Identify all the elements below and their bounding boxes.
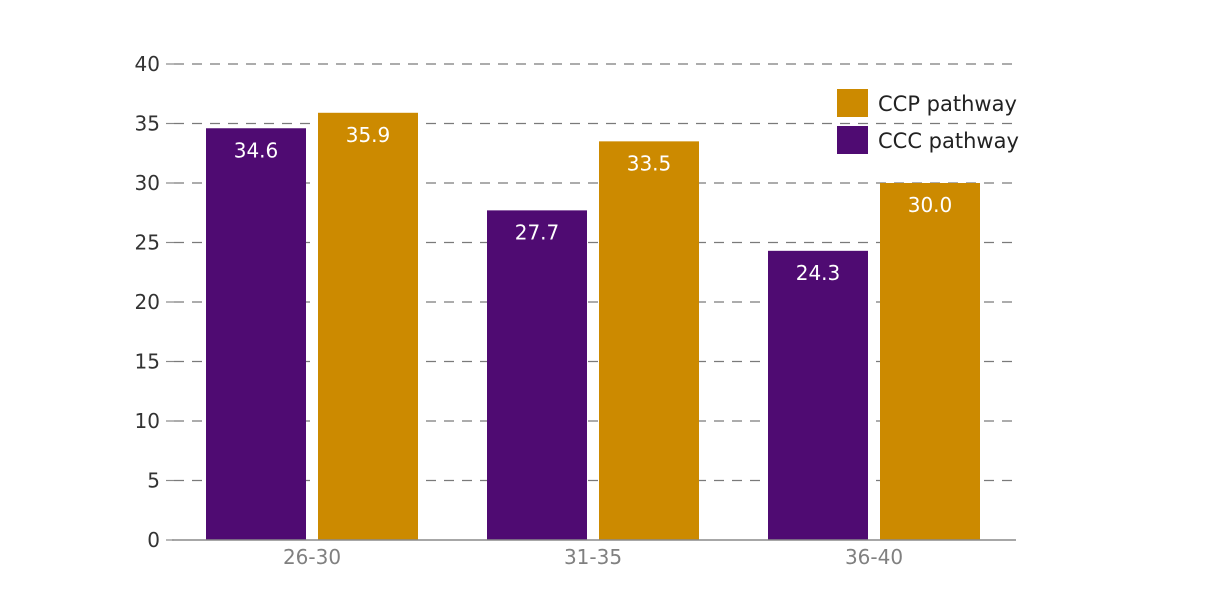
data-label: 30.0 bbox=[908, 193, 953, 217]
y-tick-label: 35 bbox=[135, 112, 160, 136]
gridlines bbox=[174, 63, 1014, 482]
x-axis-categories: 26-30 31-35 36-40 bbox=[283, 545, 903, 569]
y-tick-label: 40 bbox=[135, 52, 160, 76]
y-tick-label: 30 bbox=[135, 171, 160, 195]
data-label: 33.5 bbox=[627, 151, 672, 175]
bar-ccp-31-35 bbox=[599, 141, 699, 540]
y-tick-label: 5 bbox=[147, 469, 160, 493]
bar-ccc-26-30 bbox=[206, 128, 306, 540]
legend-swatch-ccc bbox=[837, 126, 868, 154]
y-tick-label: 15 bbox=[135, 350, 160, 374]
y-axis-ticks: 0 5 10 15 20 25 30 35 40 bbox=[135, 52, 174, 552]
legend: CCP pathway CCC pathway bbox=[837, 89, 1019, 154]
x-category-label: 26-30 bbox=[283, 545, 341, 569]
legend-label-ccc: CCC pathway bbox=[878, 129, 1019, 153]
bar-ccp-26-30 bbox=[318, 112, 418, 540]
data-label: 35.9 bbox=[346, 123, 391, 147]
data-label: 34.6 bbox=[234, 138, 279, 162]
legend-label-ccp: CCP pathway bbox=[878, 92, 1017, 116]
bars bbox=[206, 112, 980, 540]
data-label: 24.3 bbox=[796, 261, 841, 285]
bar-ccc-36-40 bbox=[768, 250, 868, 540]
y-tick-label: 20 bbox=[135, 290, 160, 314]
bar-ccp-36-40 bbox=[880, 183, 980, 540]
y-tick-label: 10 bbox=[135, 409, 160, 433]
y-tick-label: 0 bbox=[147, 528, 160, 552]
data-label: 27.7 bbox=[515, 220, 560, 244]
bar-ccc-31-35 bbox=[487, 210, 587, 540]
x-category-label: 31-35 bbox=[564, 545, 622, 569]
legend-swatch-ccp bbox=[837, 89, 868, 117]
data-labels: 34.6 35.9 27.7 33.5 24.3 30.0 bbox=[234, 123, 953, 285]
x-category-label: 36-40 bbox=[845, 545, 903, 569]
y-tick-label: 25 bbox=[135, 231, 160, 255]
